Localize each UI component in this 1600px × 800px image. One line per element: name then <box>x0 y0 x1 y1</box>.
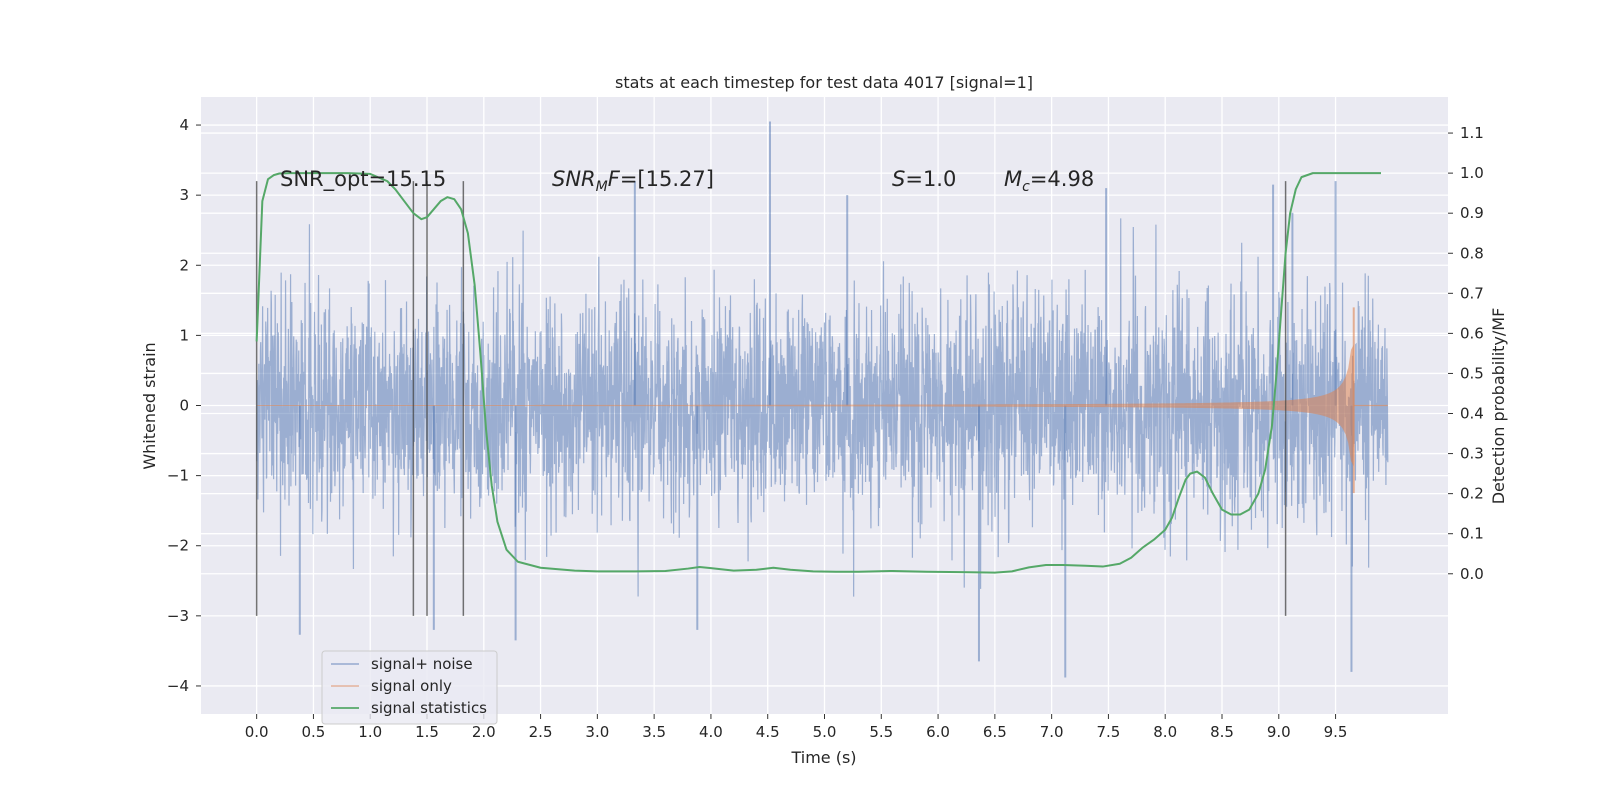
x-tick-label: 2.5 <box>529 723 553 741</box>
y-right-tick-label: 0.8 <box>1460 244 1484 262</box>
legend-label-signal: signal only <box>371 677 452 695</box>
x-tick-label: 2.0 <box>472 723 496 741</box>
y-right-tick-label: 0.4 <box>1460 405 1484 423</box>
y-tick-label: −4 <box>167 677 189 695</box>
y-right-tick-label: 0.3 <box>1460 445 1484 463</box>
y-right-tick-label: 0.1 <box>1460 525 1484 543</box>
y-tick-label: −1 <box>167 467 189 485</box>
y-tick-label: 2 <box>179 256 189 274</box>
y-right-tick-label: 0.9 <box>1460 204 1484 222</box>
legend: signal+ noise signal only signal statist… <box>321 650 498 725</box>
chart-title: stats at each timestep for test data 401… <box>615 73 1033 92</box>
x-axis-ticks: 0.0 0.5 1.0 1.5 2.0 2.5 3.0 3.5 4.0 4.5 5.0 5.5 6.0 6… <box>245 714 1348 741</box>
x-tick-label: 1.0 <box>358 723 382 741</box>
x-tick-label: 9.0 <box>1267 723 1291 741</box>
x-tick-label: 4.0 <box>699 723 723 741</box>
signal-envelope <box>256 344 1354 467</box>
y-axis-right-label: Detection probability/MF <box>1489 308 1508 505</box>
annotation-snr-opt: SNR_opt=15.15 <box>280 167 446 192</box>
x-tick-label: 9.5 <box>1324 723 1348 741</box>
legend-label-noise: signal+ noise <box>371 655 473 673</box>
x-tick-label: 0.0 <box>245 723 269 741</box>
y-tick-label: −3 <box>167 607 189 625</box>
x-axis-label: Time (s) <box>790 748 856 767</box>
noise-trace <box>256 218 1389 597</box>
x-tick-label: 1.5 <box>415 723 439 741</box>
annotation-s: S=1.0 <box>892 167 956 191</box>
annotation-snr-mf: SNRMF=[15.27] <box>552 167 714 195</box>
y-tick-label: −2 <box>167 537 189 555</box>
y-axis-right-ticks: 0.0 0.1 0.2 0.3 0.4 0.5 0.6 0.7 0.8 0.9 1.0 1.1 <box>1448 124 1484 583</box>
y-right-tick-label: 0.0 <box>1460 565 1484 583</box>
y-tick-label: 4 <box>179 116 189 134</box>
legend-label-stats: signal statistics <box>371 699 487 717</box>
x-tick-label: 5.0 <box>813 723 837 741</box>
x-tick-label: 7.0 <box>1040 723 1064 741</box>
x-tick-label: 0.5 <box>302 723 326 741</box>
y-right-tick-label: 0.6 <box>1460 324 1484 342</box>
x-tick-label: 7.5 <box>1096 723 1120 741</box>
y-right-tick-label: 0.5 <box>1460 364 1484 382</box>
y-right-tick-label: 1.1 <box>1460 124 1484 142</box>
x-tick-label: 6.0 <box>926 723 950 741</box>
y-right-tick-label: 0.7 <box>1460 284 1484 302</box>
x-tick-label: 6.5 <box>983 723 1007 741</box>
y-tick-label: 1 <box>179 326 189 344</box>
annotations: SNR_opt=15.15 SNRMF=[15.27] S=1.0 Mc=4.9… <box>280 167 1094 195</box>
x-tick-label: 8.5 <box>1210 723 1234 741</box>
y-axis-label: Whitened strain <box>140 342 159 469</box>
y-right-tick-label: 1.0 <box>1460 164 1484 182</box>
y-axis-ticks: −4 −3 −2 −1 0 1 2 3 4 <box>167 116 201 695</box>
statistics-line <box>255 172 1381 574</box>
x-tick-label: 8.0 <box>1153 723 1177 741</box>
x-tick-label: 5.5 <box>869 723 893 741</box>
legend-box <box>321 650 498 725</box>
series-signal-noise <box>256 121 1389 678</box>
series-signal-only <box>256 307 1388 494</box>
x-tick-label: 4.5 <box>756 723 780 741</box>
series-signal-statistics <box>255 172 1381 574</box>
x-tick-label: 3.5 <box>642 723 666 741</box>
y-tick-label: 3 <box>179 186 189 204</box>
y-right-tick-label: 0.2 <box>1460 485 1484 503</box>
annotation-mc: Mc=4.98 <box>1004 167 1094 195</box>
y-tick-label: 0 <box>179 397 189 415</box>
x-tick-label: 3.0 <box>585 723 609 741</box>
